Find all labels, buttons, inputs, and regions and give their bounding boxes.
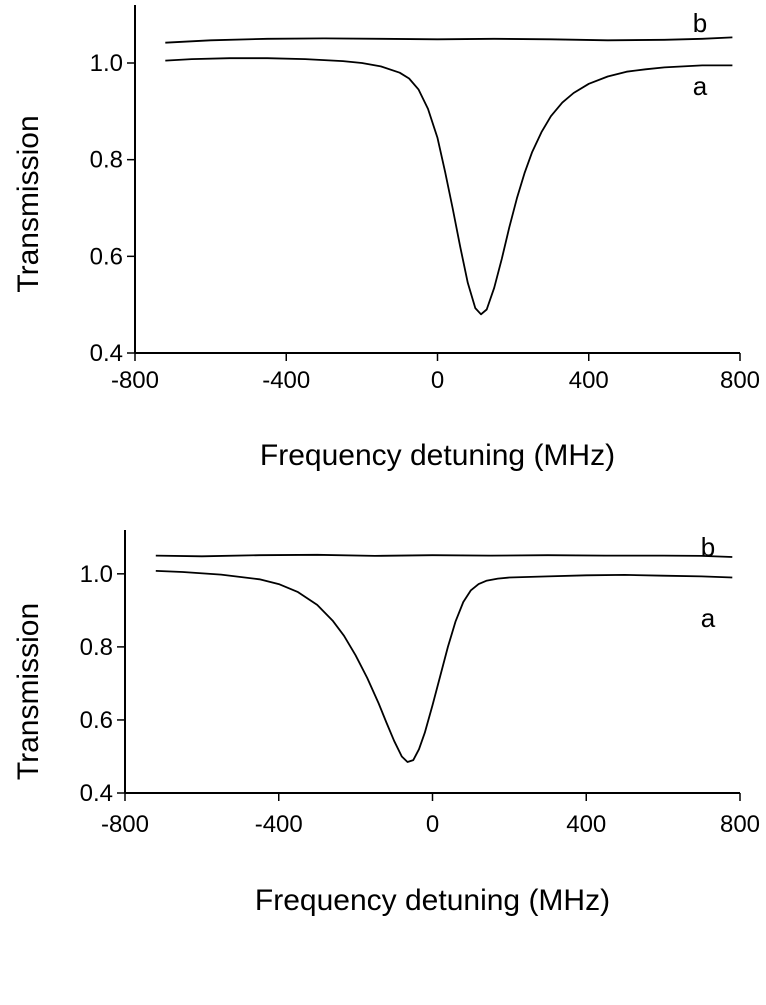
- curve-label-a: a: [693, 71, 708, 101]
- y-tick-label: 0.6: [80, 707, 113, 734]
- y-tick-label: 0.6: [90, 243, 123, 270]
- y-tick-label: 0.8: [90, 147, 123, 174]
- chart-panel-1: 0.4 0.6 0.8 1.0 -800 -400 0 400 800 Frequency det…: [12, 5, 760, 472]
- curve-label-b: b: [693, 8, 707, 38]
- chart-panel-2: 0.4 0.6 0.8 1.0 -800 -400 0 400 800 Frequency det…: [12, 530, 760, 917]
- y-tick-label: 0.4: [80, 780, 113, 807]
- x-tick-label: -400: [262, 367, 310, 394]
- x-tick-label: 400: [569, 367, 609, 394]
- series-line-a: [165, 57, 733, 316]
- x-tick-label: 800: [720, 811, 760, 838]
- y-tick-label: 0.8: [80, 634, 113, 661]
- y-tick-label: 0.4: [90, 340, 123, 367]
- y-axis-label: Transmission: [12, 115, 45, 292]
- series-line-a: [155, 570, 733, 763]
- curve-label-b: b: [701, 532, 715, 562]
- x-tick-label: 0: [426, 811, 439, 838]
- y-axis-label: Transmission: [12, 603, 45, 780]
- y-tick-label: 1.0: [90, 50, 123, 77]
- series-line-b: [155, 553, 733, 558]
- series-line-b: [165, 36, 733, 44]
- x-axis-label: Frequency detuning (MHz): [255, 884, 610, 917]
- x-tick-label: -800: [101, 811, 149, 838]
- curve-label-a: a: [701, 603, 716, 633]
- x-axis-label: Frequency detuning (MHz): [260, 439, 615, 472]
- x-tick-label: 400: [566, 811, 606, 838]
- x-tick-label: 800: [720, 367, 760, 394]
- y-tick-label: 1.0: [80, 561, 113, 588]
- x-tick-label: -400: [255, 811, 303, 838]
- x-tick-label: -800: [111, 367, 159, 394]
- x-tick-label: 0: [431, 367, 444, 394]
